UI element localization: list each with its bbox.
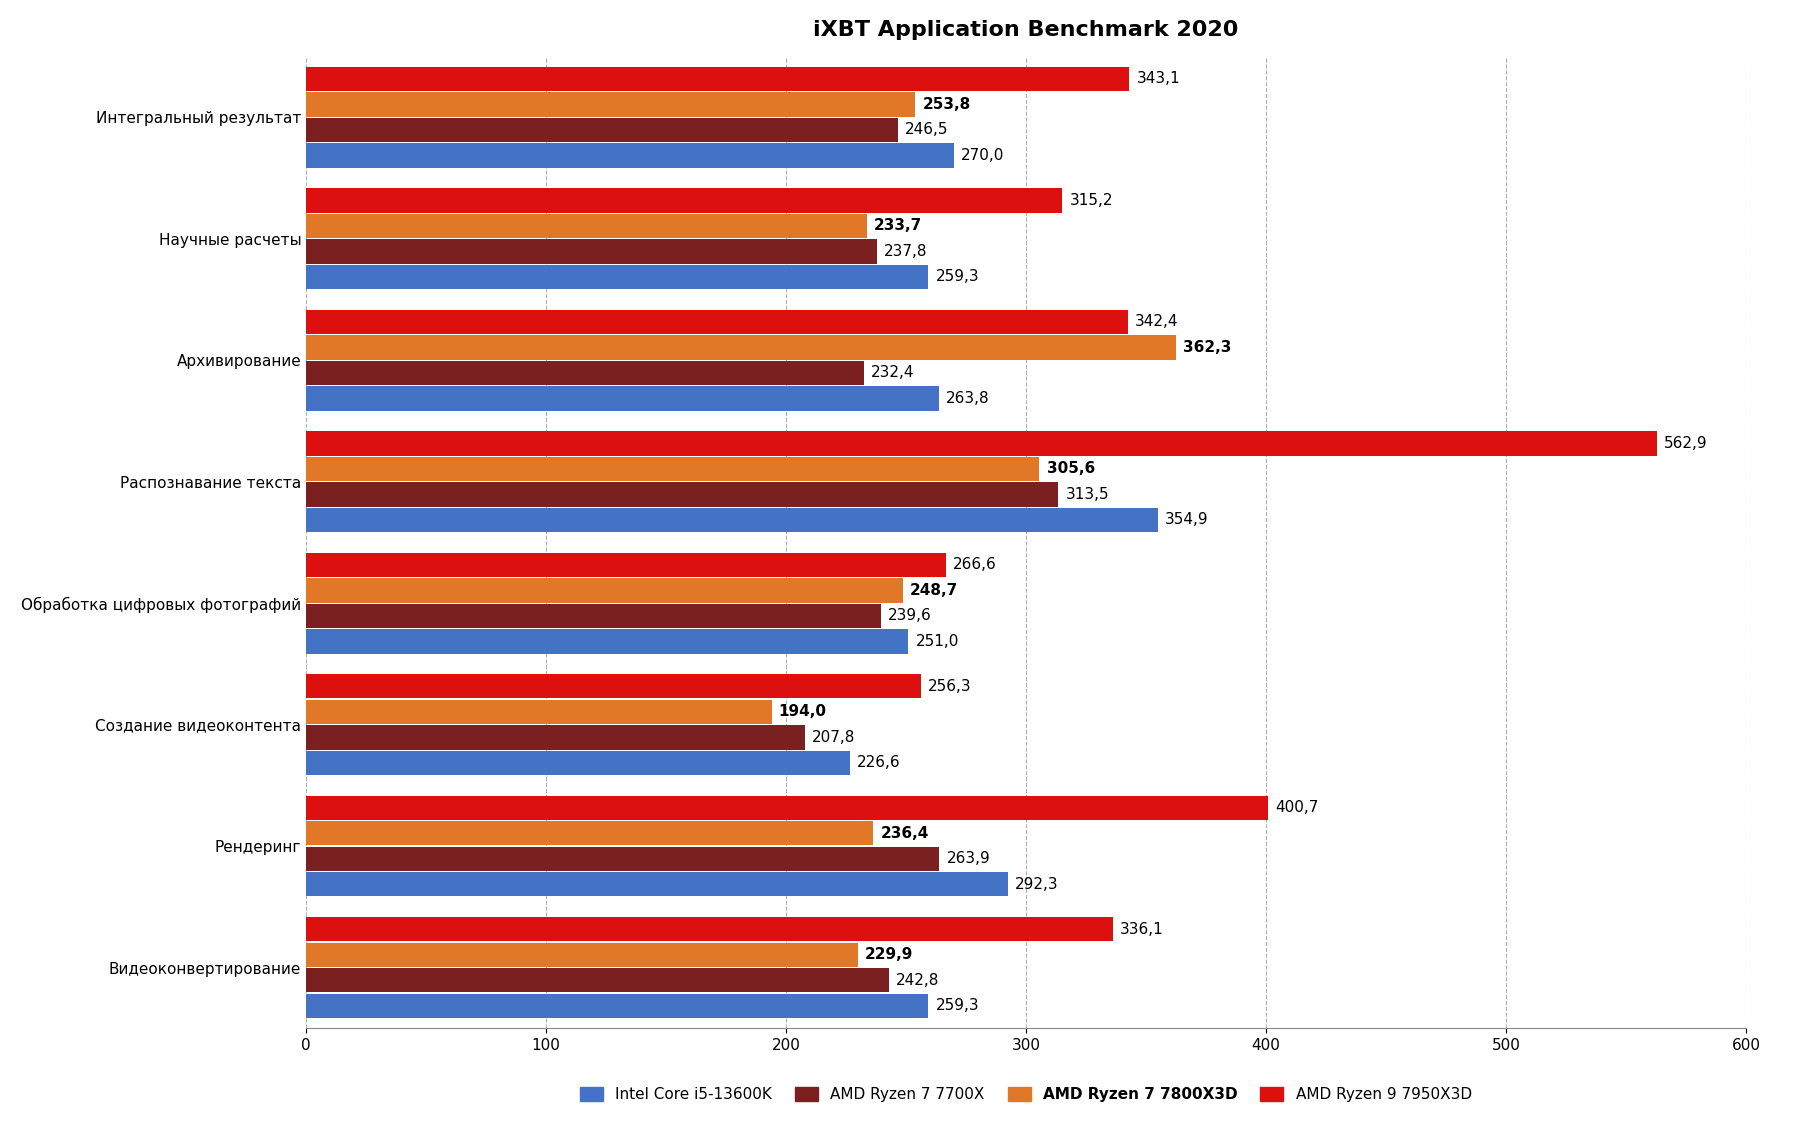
Bar bbox=[306, 822, 873, 845]
Bar bbox=[306, 507, 1157, 532]
Bar bbox=[306, 872, 1008, 896]
Bar bbox=[306, 725, 805, 749]
Text: 343,1: 343,1 bbox=[1136, 71, 1181, 87]
Text: 259,3: 259,3 bbox=[936, 998, 979, 1014]
Text: 305,6: 305,6 bbox=[1046, 461, 1094, 477]
Text: 263,9: 263,9 bbox=[947, 851, 990, 867]
Text: 226,6: 226,6 bbox=[857, 755, 900, 771]
Bar bbox=[306, 796, 1267, 820]
Text: 251,0: 251,0 bbox=[916, 634, 959, 649]
Bar bbox=[306, 189, 1062, 212]
Text: 562,9: 562,9 bbox=[1665, 436, 1708, 451]
Bar bbox=[306, 264, 929, 289]
Text: 207,8: 207,8 bbox=[812, 730, 855, 745]
Bar bbox=[306, 93, 914, 116]
Text: 400,7: 400,7 bbox=[1274, 800, 1318, 816]
Text: 313,5: 313,5 bbox=[1066, 487, 1109, 502]
Bar bbox=[306, 629, 909, 653]
Bar bbox=[306, 579, 904, 602]
Bar bbox=[306, 118, 898, 142]
Text: 263,8: 263,8 bbox=[947, 391, 990, 406]
Text: 229,9: 229,9 bbox=[866, 947, 913, 963]
Bar bbox=[306, 750, 850, 775]
Bar bbox=[306, 386, 940, 410]
Text: 232,4: 232,4 bbox=[871, 365, 914, 381]
Bar bbox=[306, 144, 954, 167]
Bar bbox=[306, 240, 877, 263]
Text: 246,5: 246,5 bbox=[905, 122, 949, 138]
Bar bbox=[306, 846, 940, 871]
Legend: Intel Core i5-13600K, AMD Ryzen 7 7700X, AMD Ryzen 7 7800X3D, AMD Ryzen 9 7950X3: Intel Core i5-13600K, AMD Ryzen 7 7700X,… bbox=[574, 1080, 1478, 1109]
Bar bbox=[306, 918, 1112, 941]
Bar bbox=[306, 432, 1658, 455]
Bar bbox=[306, 675, 922, 698]
Bar bbox=[306, 214, 868, 238]
Text: 315,2: 315,2 bbox=[1069, 193, 1112, 208]
Text: 236,4: 236,4 bbox=[880, 826, 929, 841]
Bar bbox=[306, 310, 1129, 334]
Bar bbox=[306, 603, 880, 628]
Text: 233,7: 233,7 bbox=[875, 218, 922, 234]
Text: 253,8: 253,8 bbox=[922, 97, 970, 112]
Bar bbox=[306, 483, 1058, 506]
Text: 336,1: 336,1 bbox=[1120, 922, 1163, 937]
Bar bbox=[306, 553, 945, 577]
Bar bbox=[306, 993, 929, 1018]
Bar bbox=[306, 336, 1175, 359]
Text: 256,3: 256,3 bbox=[929, 679, 972, 694]
Text: 248,7: 248,7 bbox=[911, 583, 958, 598]
Text: 237,8: 237,8 bbox=[884, 244, 927, 259]
Text: 354,9: 354,9 bbox=[1165, 512, 1208, 528]
Text: 239,6: 239,6 bbox=[887, 608, 932, 624]
Text: 292,3: 292,3 bbox=[1015, 877, 1058, 892]
Text: 266,6: 266,6 bbox=[952, 557, 997, 573]
Bar bbox=[306, 457, 1039, 481]
Text: 194,0: 194,0 bbox=[779, 704, 826, 720]
Text: 342,4: 342,4 bbox=[1136, 314, 1179, 330]
Text: 242,8: 242,8 bbox=[896, 973, 940, 988]
Title: iXBT Application Benchmark 2020: iXBT Application Benchmark 2020 bbox=[814, 19, 1238, 40]
Text: 362,3: 362,3 bbox=[1183, 340, 1231, 355]
Bar bbox=[306, 968, 889, 992]
Bar bbox=[306, 942, 859, 967]
Text: 259,3: 259,3 bbox=[936, 269, 979, 285]
Bar bbox=[306, 67, 1129, 92]
Bar bbox=[306, 360, 864, 385]
Bar bbox=[306, 699, 772, 724]
Text: 270,0: 270,0 bbox=[961, 148, 1004, 163]
